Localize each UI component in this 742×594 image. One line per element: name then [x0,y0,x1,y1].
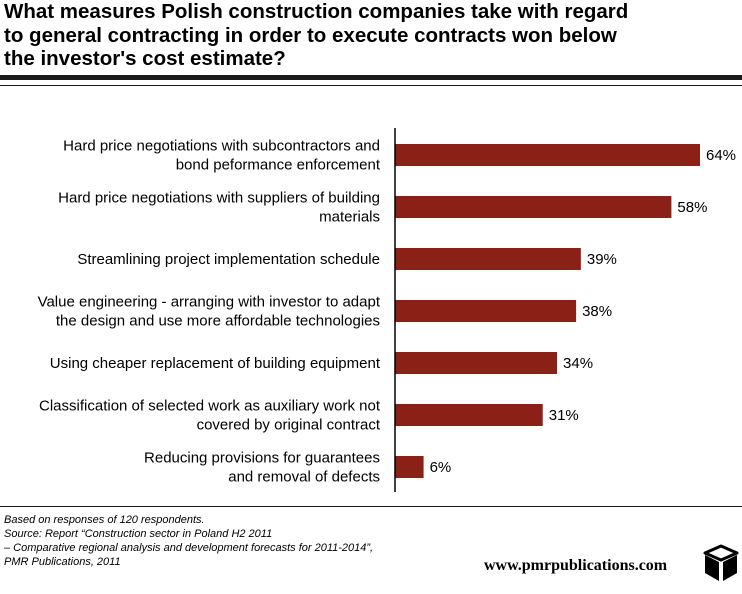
value-label: 6% [430,459,452,476]
title-line: What measures Polish construction compan… [4,0,629,23]
category-label: bond peformance enforcement [176,157,381,174]
chart-title: What measures Polish construction compan… [4,0,734,71]
category-label: the design and use more affordable techn… [56,313,380,330]
category-label: Using cheaper replacement of building eq… [50,355,381,372]
bar [395,352,558,374]
footer-rule [0,506,742,507]
value-label: 64% [706,147,736,164]
category-label: covered by original contract [197,417,381,434]
bar-chart: 64% Hard price negotiations with subcontr… [38,128,736,492]
note-line: Source: Report “Construction sector in P… [4,528,273,540]
bar [395,196,672,218]
title-rule-thin [0,85,742,86]
category-label: Value engineering - arranging with inves… [38,294,381,311]
category-label: Hard price negotiations with subcontract… [63,138,380,155]
category-label: Hard price negotiations with suppliers o… [58,190,380,207]
title-line: to general contracting in order to execu… [4,23,617,47]
category-label: Classification of selected work as auxil… [39,398,381,415]
category-label: and removal of defects [228,469,380,486]
cube-icon [703,544,739,581]
value-label: 38% [582,303,612,320]
note-line: – Comparative regional analysis and deve… [4,542,374,554]
value-label: 31% [549,407,579,424]
category-label: materials [319,209,380,226]
bar [395,144,700,166]
title-line: the investor's cost estimate? [4,47,286,70]
website-link[interactable]: www.pmrpublications.com [484,557,668,574]
bar [395,456,424,478]
category-label: Reducing provisions for guarantees [144,450,380,467]
bar [395,300,577,322]
category-label: Streamlining project implementation sche… [77,251,380,268]
value-label: 58% [677,199,707,216]
note-line: Based on responses of 120 respondents. [4,514,205,526]
chart-notes: Based on responses of 120 respondents. S… [4,513,464,569]
bar [395,248,581,270]
value-label: 39% [587,251,617,268]
note-line: PMR Publications, 2011 [4,556,121,568]
value-label: 34% [563,355,593,372]
title-rule-thick [0,75,742,80]
bar [395,404,543,426]
